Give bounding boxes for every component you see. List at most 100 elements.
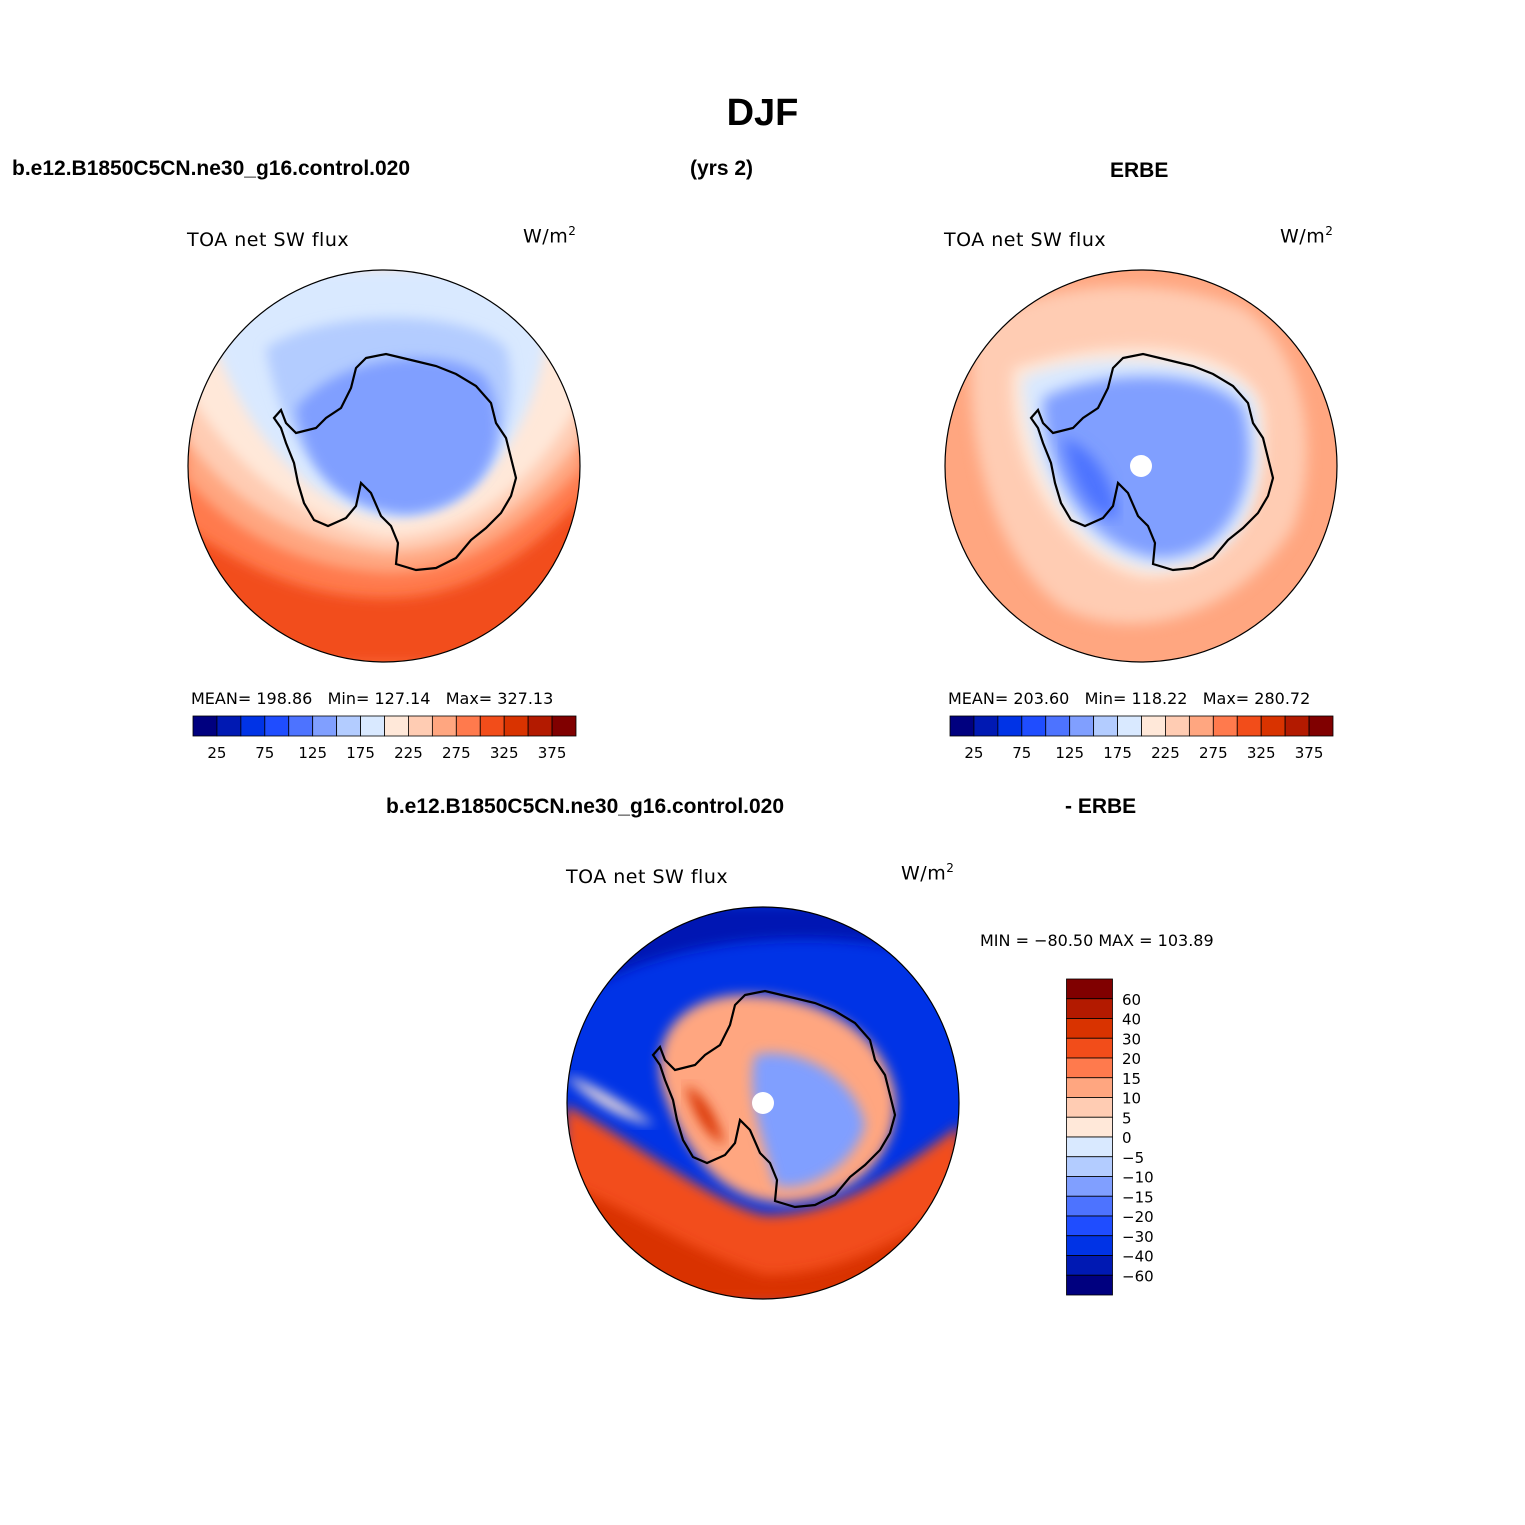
colorbar-tick-label: 375 (1295, 744, 1324, 762)
mean-value: 198.86 (256, 689, 313, 708)
colorbar-tick-label: 75 (1012, 744, 1031, 762)
colorbar-tick-label: −15 (1122, 1188, 1154, 1206)
colorbar-tick-label: 20 (1122, 1050, 1141, 1068)
colorbar-swatch (1093, 715, 1118, 737)
colorbar-swatch (1260, 715, 1286, 737)
colorbar-tick-label: 15 (1122, 1070, 1141, 1088)
colorbar-swatch (1066, 1195, 1113, 1217)
map-diff-boundary (566, 906, 960, 1300)
colorbar-obs: 25 75 125 175 225 275 325 375 (949, 715, 1334, 762)
colorbar-swatch (1066, 1274, 1113, 1296)
antarctica-coastline (651, 989, 897, 1209)
colorbar-swatch (1188, 715, 1214, 737)
min-label: Min= (327, 689, 370, 708)
colorbar-tick-label: 325 (1247, 744, 1276, 762)
colorbar-tick-label: 0 (1122, 1129, 1132, 1147)
colorbar-tick-label: 275 (442, 744, 471, 762)
colorbar-tick-label: −40 (1122, 1248, 1154, 1266)
panel-diff-variable: TOA net SW flux (566, 866, 729, 888)
colorbar-tick-label: 175 (346, 744, 375, 762)
colorbar-swatch (1066, 1136, 1113, 1158)
colorbar-swatch (312, 715, 338, 737)
colorbar-swatch (1117, 715, 1142, 737)
mean-label: MEAN= (948, 689, 1009, 708)
colorbar-swatch (1069, 715, 1095, 737)
colorbar-tick-label: −20 (1122, 1208, 1154, 1226)
colorbar-tick-label: 75 (255, 744, 274, 762)
panel-obs-stats: MEAN= 203.60 Min= 118.22 Max= 280.72 (948, 689, 1310, 708)
colorbar-swatch (949, 715, 975, 737)
max-value: 327.13 (497, 689, 554, 708)
panel-model-stats: MEAN= 198.86 Min= 127.14 Max= 327.13 (191, 689, 553, 708)
colorbar-swatch (1236, 715, 1262, 737)
colorbar-swatch (408, 715, 433, 737)
colorbar-tick-label: 125 (1055, 744, 1084, 762)
panel-model-units: W/m2 (523, 224, 576, 247)
colorbar-tick-label: 40 (1122, 1011, 1141, 1029)
colorbar-swatch (1066, 998, 1113, 1019)
antarctica-coastline (272, 352, 518, 572)
colorbar-swatch (1284, 715, 1310, 737)
colorbar-model: 25 75 125 175 225 275 325 375 (192, 715, 577, 762)
units-sup: 2 (946, 861, 955, 875)
colorbar-swatch (997, 715, 1023, 737)
colorbar-swatch (216, 715, 242, 737)
map-diff (566, 906, 960, 1300)
years-label: (yrs 2) (690, 157, 754, 180)
colorbar-tick-label: 25 (964, 744, 983, 762)
panel-model-variable: TOA net SW flux (187, 229, 350, 251)
colorbar-swatch (1066, 1037, 1113, 1059)
units-sup: 2 (1325, 224, 1334, 238)
colorbar-swatch (479, 715, 505, 737)
map-obs-fill (945, 270, 1337, 662)
map-obs-boundary (944, 269, 1338, 663)
colorbar-tick-label: 325 (490, 744, 519, 762)
colorbar-swatch (973, 715, 999, 737)
colorbar-swatch (1066, 1255, 1113, 1276)
units-text: W/m (901, 862, 947, 885)
colorbar-swatch (264, 715, 290, 737)
colorbar-swatch (1021, 715, 1047, 737)
colorbar-swatch (1066, 1176, 1113, 1197)
units-text: W/m (1280, 225, 1326, 248)
colorbar-tick-label: 275 (1199, 744, 1228, 762)
colorbar-tick-label: 225 (1151, 744, 1180, 762)
colorbar-swatch (1045, 715, 1071, 737)
antarctica-coastline (1029, 352, 1275, 572)
colorbar-swatch (1066, 1235, 1113, 1256)
max-label: Max= (445, 689, 493, 708)
map-model-boundary (187, 269, 581, 663)
colorbar-swatch (1212, 715, 1238, 737)
units-text: W/m (523, 225, 569, 248)
colorbar-swatch (503, 715, 529, 737)
colorbar-tick-label: 175 (1103, 744, 1132, 762)
colorbar-tick-label: −30 (1122, 1228, 1154, 1246)
colorbar-tick-label: −5 (1122, 1149, 1144, 1167)
units-sup: 2 (568, 224, 577, 238)
colorbar-swatch (1141, 715, 1166, 737)
min-label: Min= (1084, 689, 1127, 708)
colorbar-tick-label: 25 (207, 744, 226, 762)
colorbar-swatch (384, 715, 409, 737)
panel-diff-minmax: MIN = −80.50 MAX = 103.89 (980, 931, 1214, 950)
colorbar-swatch (240, 715, 266, 737)
page-title: DJF (726, 92, 799, 134)
diff-obs-name: - ERBE (1065, 795, 1137, 818)
colorbar-swatch (192, 715, 218, 737)
colorbar-tick-label: 60 (1122, 991, 1141, 1009)
colorbar-swatch (1066, 1097, 1113, 1118)
max-value: 280.72 (1254, 689, 1311, 708)
max-label: Max= (1202, 689, 1250, 708)
colorbar-swatch (1066, 1116, 1113, 1138)
colorbar-swatch (551, 715, 577, 737)
panel-diff-units: W/m2 (901, 861, 954, 884)
min-value: 127.14 (374, 689, 431, 708)
colorbar-tick-label: 30 (1122, 1030, 1141, 1048)
colorbar-swatch (527, 715, 553, 737)
colorbar-tick-label: 225 (394, 744, 423, 762)
panel-obs-variable: TOA net SW flux (944, 229, 1107, 251)
colorbar-swatch (1308, 715, 1334, 737)
colorbar-swatch (1066, 1215, 1113, 1237)
map-model (187, 269, 581, 663)
mean-label: MEAN= (191, 689, 252, 708)
